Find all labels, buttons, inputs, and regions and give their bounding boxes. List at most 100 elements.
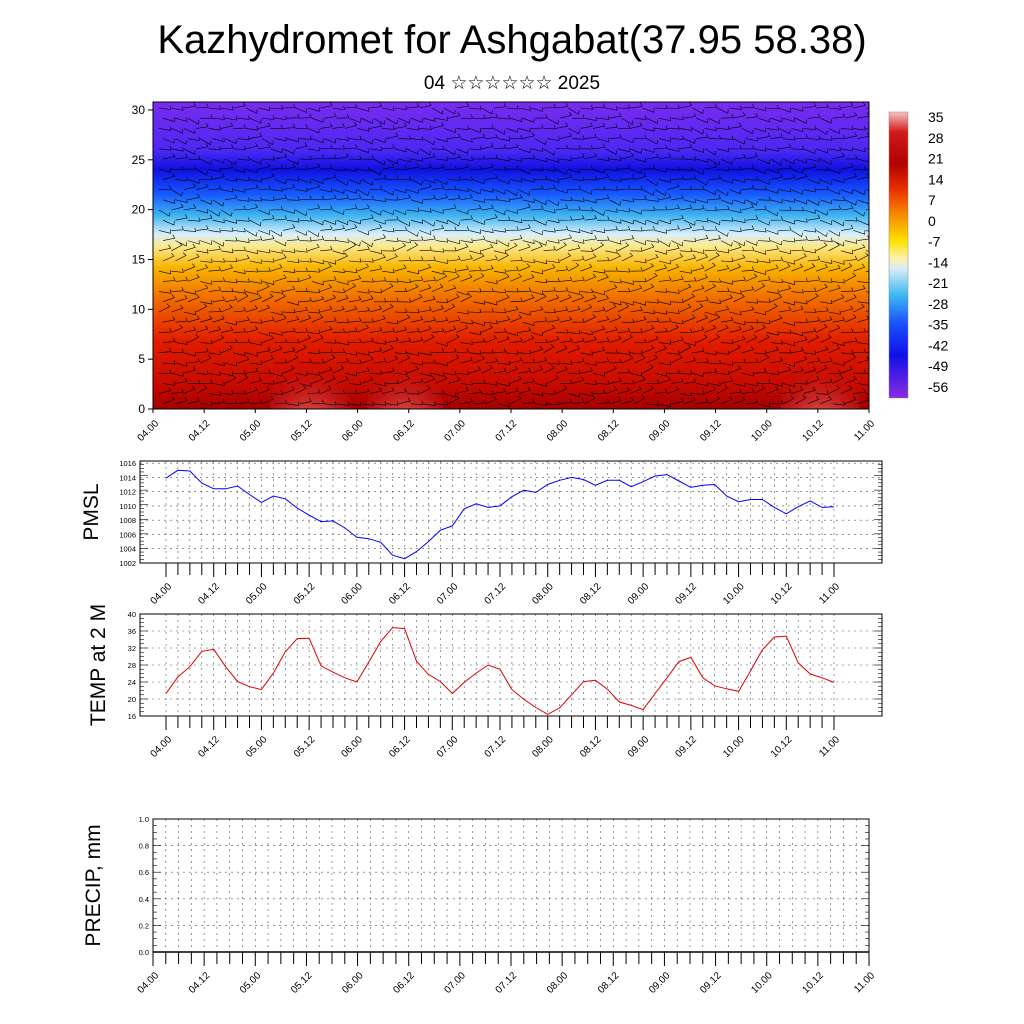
wind-barb [324, 173, 337, 180]
wind-barb [307, 288, 321, 294]
wind-barb [336, 357, 349, 364]
x-tick-label: 05.12 [292, 734, 318, 760]
wind-barb [162, 316, 176, 323]
wind-barb [245, 184, 259, 190]
wind-barb [431, 270, 444, 275]
wind-barb [870, 217, 882, 221]
wind-barb [658, 116, 672, 122]
wind-barb [369, 305, 382, 313]
wind-barb [506, 387, 519, 394]
wind-barb [196, 384, 208, 394]
wind-barb [245, 352, 258, 357]
wind-barb [224, 338, 238, 344]
wind-barb [398, 238, 411, 244]
wind-barb [820, 179, 832, 186]
wind-barb [609, 314, 622, 323]
wind-barb [518, 327, 531, 333]
wind-barb [274, 315, 287, 323]
wind-barb [456, 187, 469, 192]
wind-barb [448, 354, 460, 364]
wind-barb [559, 337, 573, 343]
series-line [165, 469, 835, 560]
x-tick-label: 10.12 [801, 418, 827, 444]
wind-barb [398, 354, 411, 364]
wind-barb [543, 324, 556, 333]
wind-barb [435, 298, 449, 304]
wind-barb [696, 199, 709, 204]
wind-barb [733, 276, 746, 282]
x-tick-label: 05.12 [289, 970, 315, 996]
wind-barb [803, 148, 816, 155]
wind-barb [336, 238, 349, 243]
wind-barb [386, 117, 398, 125]
wind-barb [658, 300, 672, 305]
wind-barb [423, 375, 436, 384]
wind-barb [782, 280, 795, 286]
wind-barb [679, 303, 692, 313]
wind-barb [844, 217, 858, 222]
wind-barb [820, 278, 833, 283]
wind-barb [844, 239, 858, 244]
x-tick-label: 05.00 [238, 970, 264, 996]
wind-barb [373, 401, 387, 406]
wind-barb [348, 275, 362, 282]
colorbar-label: 0 [928, 213, 936, 229]
y-tick-label: 5 [138, 352, 145, 366]
y-tick-label: 0.6 [139, 868, 149, 877]
wind-barb [245, 305, 258, 313]
wind-barb [233, 188, 246, 193]
wind-barb [646, 179, 658, 186]
wind-barb [171, 324, 184, 333]
wind-barb [555, 188, 568, 194]
wind-barb [857, 252, 869, 262]
wind-barb [311, 117, 324, 123]
wind-barb [770, 216, 784, 221]
wind-barb [870, 175, 882, 180]
wind-barb [592, 269, 606, 274]
wind-barb [791, 366, 804, 374]
wind-barb [840, 125, 854, 130]
wind-barb [778, 206, 792, 211]
wind-barb [758, 117, 770, 123]
wind-barb [481, 349, 494, 354]
x-tick-label: 08.12 [596, 418, 622, 444]
wind-barb [634, 258, 647, 264]
wind-barb [853, 102, 866, 109]
wind-barb [782, 341, 795, 347]
wind-barb [506, 331, 519, 337]
wind-barb [373, 197, 387, 202]
wind-barb [745, 152, 758, 160]
colorbar-label: -28 [928, 296, 948, 312]
wind-barb [621, 318, 635, 323]
wind-barb [807, 255, 821, 262]
wind-barb [324, 401, 337, 406]
wind-barb [336, 152, 349, 160]
wind-barb [840, 287, 854, 292]
wind-barb [795, 235, 808, 241]
wind-barb [382, 106, 395, 111]
wind-barb [299, 135, 312, 140]
wind-barb [870, 318, 882, 323]
wind-barb [382, 387, 395, 394]
wind-barb [766, 230, 779, 235]
wind-barb [630, 306, 643, 313]
wind-barb [258, 386, 270, 394]
y-tick-label: 0.2 [139, 921, 149, 930]
wind-barb [654, 205, 668, 211]
wind-barb [596, 380, 610, 385]
wind-barb [506, 143, 519, 150]
wind-barb [754, 310, 767, 316]
wind-barb [419, 385, 431, 394]
wind-barb [696, 358, 709, 364]
wind-barb [692, 372, 705, 378]
wind-barb [543, 364, 555, 374]
wind-barb [720, 199, 733, 205]
wind-barb [758, 276, 771, 282]
wind-barb [249, 319, 263, 324]
wind-barb [795, 380, 808, 385]
wind-barb [729, 388, 742, 394]
wind-barb [621, 235, 635, 241]
wind-barb [175, 153, 188, 160]
wind-barb [671, 214, 684, 221]
wind-barb [518, 148, 531, 154]
